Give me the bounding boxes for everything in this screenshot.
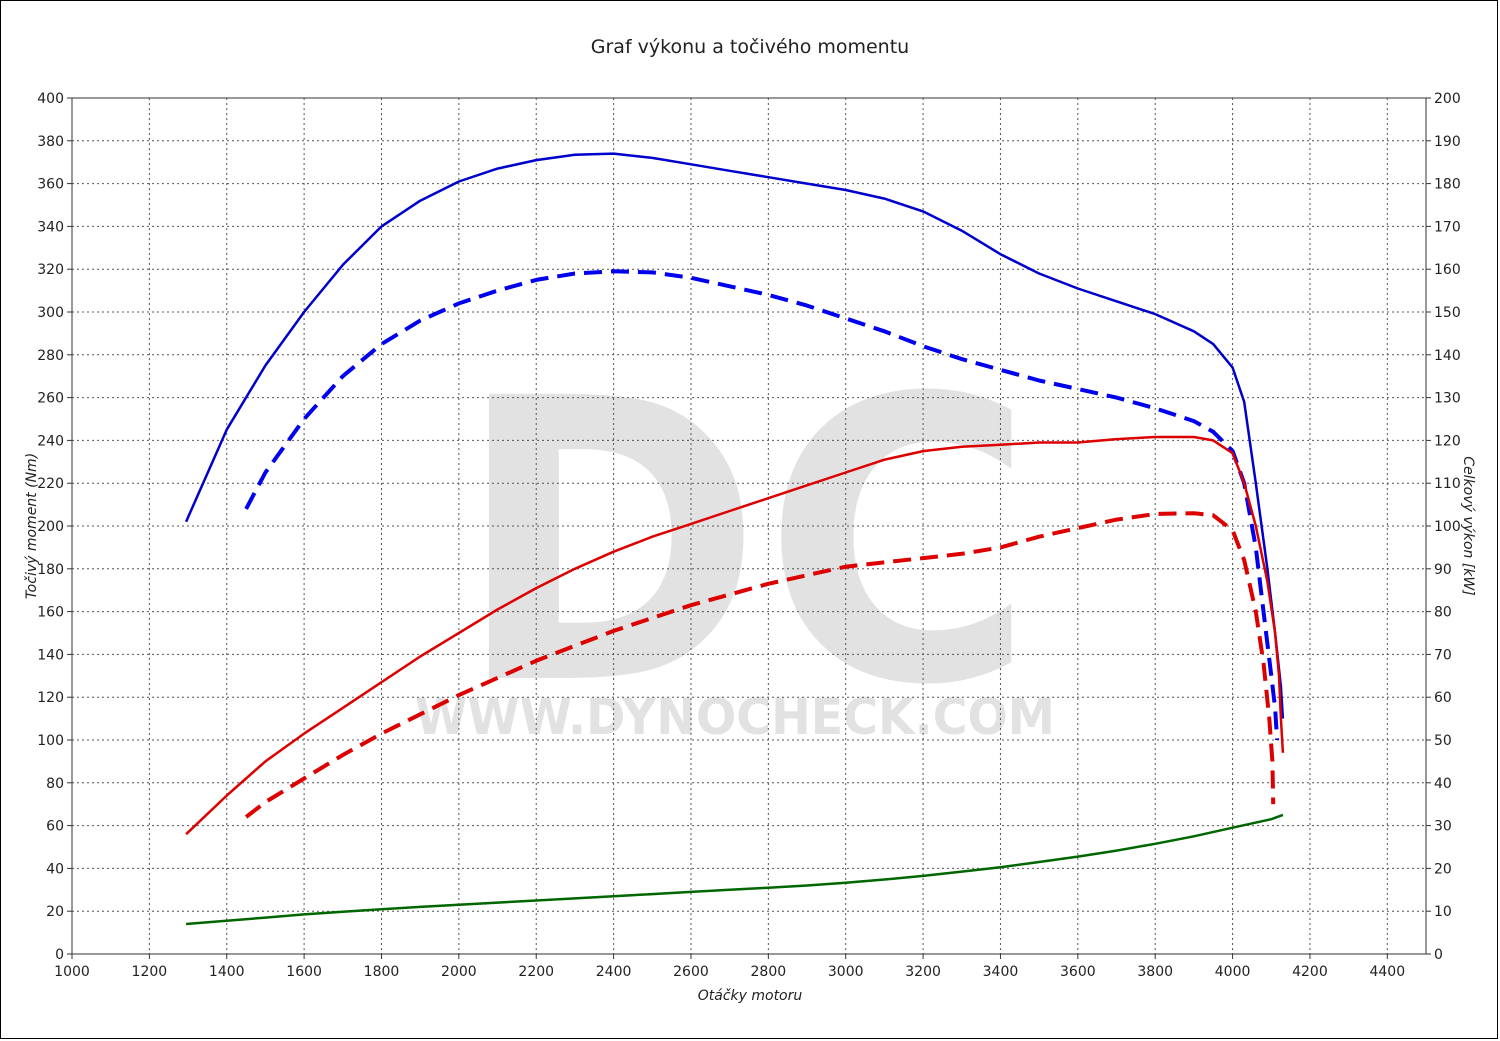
grid (72, 98, 1426, 954)
y-left-tick-label: 180 (37, 562, 64, 578)
y-left-tick-label: 80 (46, 776, 64, 792)
x-tick-label: 2800 (751, 964, 787, 980)
x-tick-label: 2400 (596, 964, 632, 980)
y-left-tick-label: 240 (37, 433, 64, 449)
y-right-tick-label: 110 (1434, 476, 1461, 492)
y-right-tick-label: 80 (1434, 605, 1452, 621)
x-tick-label: 3200 (905, 964, 941, 980)
x-tick-label: 4400 (1369, 964, 1405, 980)
y-right-tick-label: 180 (1434, 177, 1461, 193)
y-axis-label-left: Točivý moment (Nm) (24, 453, 40, 599)
x-tick-label: 1000 (54, 964, 90, 980)
x-tick-label: 3800 (1137, 964, 1173, 980)
x-tick-label: 2000 (441, 964, 477, 980)
y-right-tick-label: 130 (1434, 391, 1461, 407)
y-left-tick-label: 120 (37, 690, 64, 706)
y-left-tick-label: 140 (37, 647, 64, 663)
y-right-tick-label: 40 (1434, 776, 1452, 792)
y-left-tick-label: 280 (37, 348, 64, 364)
y-left-tick-label: 200 (37, 519, 64, 535)
y-left-tick-label: 20 (46, 904, 64, 920)
y-left-tick-label: 40 (46, 861, 64, 877)
y-right-tick-label: 20 (1434, 861, 1452, 877)
y-right-tick-label: 120 (1434, 433, 1461, 449)
series-group (184, 152, 1285, 926)
y-left-tick-label: 340 (37, 219, 64, 235)
y-left-tick-label: 400 (37, 91, 64, 107)
x-tick-label: 2200 (518, 964, 554, 980)
y-right-tick-label: 140 (1434, 348, 1461, 364)
y-right-tick-label: 90 (1434, 562, 1452, 578)
y-left-tick-label: 60 (46, 819, 64, 835)
x-tick-label: 3400 (983, 964, 1019, 980)
y-right-tick-label: 170 (1434, 219, 1461, 235)
x-tick-label: 3000 (828, 964, 864, 980)
y-axis-label-right: Celkový výkon [kW] (1460, 456, 1476, 595)
chart-title: Graf výkonu a točivého momentu (591, 36, 909, 58)
y-left-tick-label: 300 (37, 305, 64, 321)
x-tick-label: 1600 (286, 964, 322, 980)
y-right-tick-label: 70 (1434, 647, 1452, 663)
y-left-tick-label: 0 (55, 947, 64, 963)
watermark: DC WWW.DYNOCHECK.COM (415, 316, 1055, 770)
series-line-5 (186, 813, 1284, 926)
y-right-tick-label: 200 (1434, 91, 1461, 107)
x-tick-label: 1800 (364, 964, 400, 980)
y-left-tick-label: 320 (37, 262, 64, 278)
y-right-tick-label: 100 (1434, 519, 1461, 535)
y-right-tick-label: 190 (1434, 134, 1461, 150)
y-left-tick-label: 260 (37, 391, 64, 407)
y-left-tick-label: 160 (37, 605, 64, 621)
y-right-tick-label: 150 (1434, 305, 1461, 321)
watermark-letters: DC (455, 316, 1035, 770)
x-tick-label: 1400 (209, 964, 245, 980)
series-line-3 (185, 435, 1285, 836)
y-left-tick-label: 100 (37, 733, 64, 749)
x-tick-label: 3600 (1060, 964, 1096, 980)
series-line-2 (244, 269, 1280, 741)
y-right-tick-label: 160 (1434, 262, 1461, 278)
y-right-tick-label: 0 (1434, 947, 1443, 963)
y-right-tick-label: 50 (1434, 733, 1452, 749)
x-axis-label: Otáčky motoru (698, 988, 803, 1004)
x-tick-label: 1200 (132, 964, 168, 980)
y-left-tick-label: 380 (37, 134, 64, 150)
ticks: 1000 1200 1400 1600 1800 2000 2200 2400 2600 2800… (37, 91, 1460, 980)
series-line-1 (184, 152, 1285, 719)
y-right-tick-label: 10 (1434, 904, 1452, 920)
x-tick-label: 4000 (1215, 964, 1251, 980)
y-left-tick-label: 220 (37, 476, 64, 492)
y-right-tick-label: 30 (1434, 819, 1452, 835)
x-tick-label: 2600 (673, 964, 709, 980)
y-right-tick-label: 60 (1434, 690, 1452, 706)
x-tick-label: 4200 (1292, 964, 1328, 980)
series-line-4 (244, 511, 1276, 819)
y-left-tick-label: 360 (37, 177, 64, 193)
